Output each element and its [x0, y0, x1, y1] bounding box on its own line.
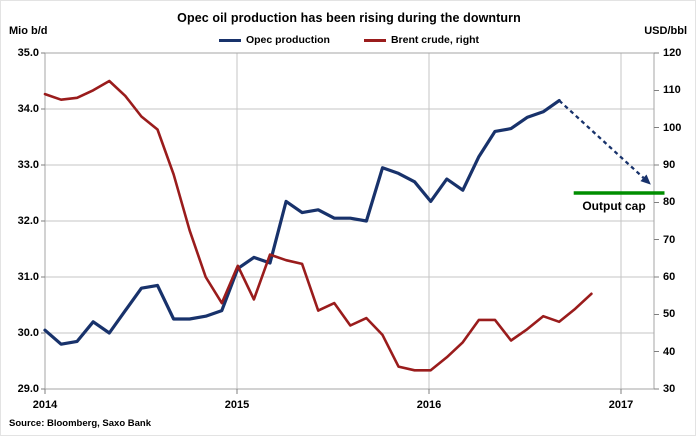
right-axis-tick-label: 40: [663, 345, 676, 358]
legend: Opec production Brent crude, right: [1, 34, 695, 46]
left-axis-tick-label: 33.0: [17, 159, 39, 171]
output-cap-label: Output cap: [582, 199, 646, 213]
right-axis-unit-label: USD/bbl: [644, 25, 687, 37]
x-axis-tick-label: 2015: [224, 399, 250, 411]
legend-label: Brent crude, right: [390, 34, 480, 46]
source-note: Source: Bloomberg, Saxo Bank: [9, 418, 152, 429]
legend-item: Brent crude, right: [363, 34, 480, 46]
legend-swatch: [363, 38, 386, 42]
right-axis-tick-label: 90: [663, 159, 676, 171]
projection-arrowhead: [640, 174, 651, 185]
left-axis-tick-label: 29.0: [17, 383, 39, 395]
x-axis-tick-label: 2016: [416, 399, 442, 411]
legend-label: Opec production: [245, 34, 330, 46]
chart-title: Opec oil production has been rising duri…: [177, 11, 521, 25]
x-axis-tick-label: 2017: [608, 399, 634, 411]
right-axis-tick-label: 30: [663, 383, 676, 395]
left-axis-tick-label: 35.0: [17, 47, 39, 59]
series-line-brent-crude-right: [43, 79, 593, 372]
left-axis-tick-label: 31.0: [17, 271, 39, 283]
right-axis-tick-label: 110: [663, 84, 681, 97]
legend-swatch: [218, 38, 241, 42]
right-axis-tick-label: 100: [663, 121, 682, 134]
series-line-opec-production: [43, 98, 561, 346]
left-axis-tick-label: 32.0: [17, 215, 39, 227]
right-axis-tick-label: 80: [663, 196, 676, 209]
left-axis-tick-label: 34.0: [17, 103, 39, 115]
projection-dashed-line: [558, 99, 645, 179]
left-axis-tick-label: 30.0: [17, 327, 39, 339]
left-axis-unit-label: Mio b/d: [9, 25, 48, 37]
x-axis-tick-label: 2014: [32, 399, 58, 411]
right-axis-tick-label: 50: [663, 308, 676, 321]
right-axis-tick-label: 60: [663, 271, 676, 283]
right-axis-tick-label: 70: [663, 233, 676, 246]
right-axis-tick-label: 120: [663, 47, 682, 59]
legend-item: Opec production: [218, 34, 330, 46]
